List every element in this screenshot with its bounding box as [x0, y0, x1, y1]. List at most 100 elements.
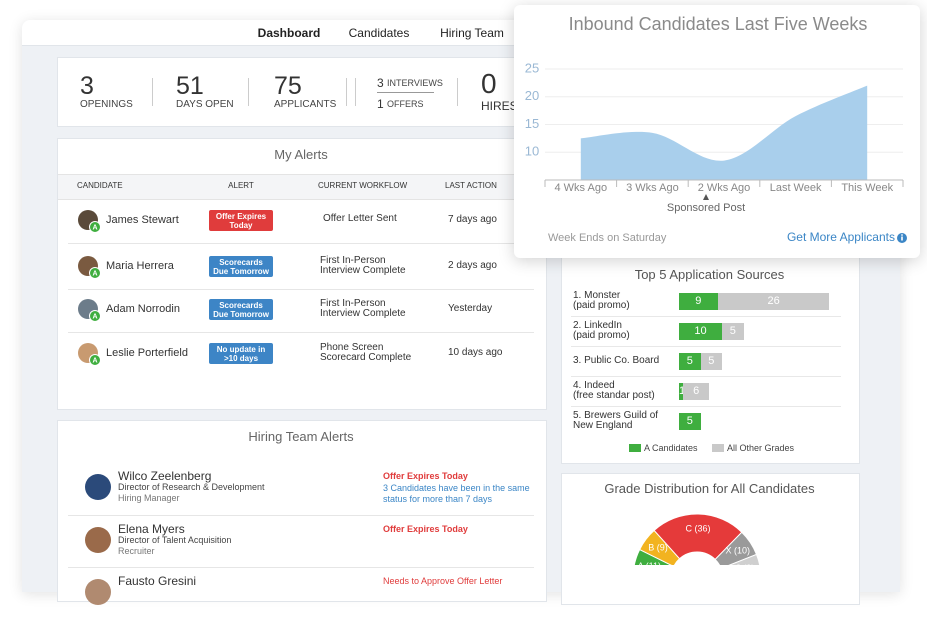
avatar	[85, 474, 111, 500]
hiring-team-card	[57, 420, 547, 602]
column-header: CANDIDATE	[77, 181, 123, 190]
stat-divider	[457, 78, 458, 106]
candidate-name[interactable]: Leslie Porterfield	[106, 347, 188, 359]
bar-segment: 5	[700, 353, 722, 370]
stat-value: 3	[80, 72, 94, 100]
candidate-name[interactable]: Adam Norrodin	[106, 303, 180, 315]
column-header: CURRENT WORKFLOW	[318, 181, 408, 190]
y-tick-label: 25	[525, 60, 539, 75]
y-tick-label: 10	[525, 144, 539, 159]
team-alert: Offer Expires Today	[383, 471, 468, 481]
link[interactable]: Get More Applicants	[787, 230, 895, 244]
member-name[interactable]: Wilco Zeelenberg	[118, 469, 212, 483]
candidate-name[interactable]: Maria Herrera	[106, 260, 174, 272]
last-action: 10 days ago	[448, 347, 503, 358]
bar-segment: 10	[679, 323, 722, 340]
nav-item[interactable]: Dashboard	[257, 26, 321, 40]
avatar-photo	[85, 474, 111, 500]
row-divider	[571, 406, 841, 407]
row-divider	[68, 515, 534, 516]
avatar: A	[78, 210, 101, 233]
card-title: Grade Distribution for All Candidates	[604, 481, 815, 496]
grade-text: A	[92, 270, 97, 277]
info-icon-glyph	[901, 234, 903, 236]
card-title: Top 5 Application Sources	[634, 267, 785, 282]
hires-label: HIRES	[481, 99, 518, 113]
source-label: 3. Public Co. Board	[573, 355, 660, 366]
stat-label: APPLICANTS	[274, 99, 337, 110]
card-title: My Alerts	[274, 147, 328, 162]
avatar	[85, 527, 111, 553]
legend-label: A Candidates	[644, 443, 698, 453]
grade-badge	[89, 267, 101, 279]
member-name[interactable]: Elena Myers	[118, 522, 185, 536]
alert-badge: Scorecards Due Tomorrow	[209, 299, 273, 320]
row-divider	[68, 332, 534, 333]
segment-label: C (36)	[686, 523, 711, 533]
grade-text: A	[92, 357, 97, 364]
segment-label: X (10)	[726, 545, 751, 555]
info-icon-glyph	[901, 236, 903, 241]
grade-badge	[89, 310, 101, 322]
footnote: Week Ends on Saturday	[548, 232, 667, 244]
last-action: 7 days ago	[448, 214, 497, 225]
last-action: 2 days ago	[448, 260, 497, 271]
x-tick-label: This Week	[841, 182, 893, 194]
grade-badge	[89, 354, 101, 366]
legend-swatch	[712, 444, 724, 452]
nav-item[interactable]: Hiring Team	[440, 26, 504, 40]
bar-segment: 6	[683, 383, 710, 400]
row-divider	[571, 346, 841, 347]
row-divider	[68, 243, 534, 244]
bar-segment: 5	[679, 413, 701, 430]
table-header	[58, 174, 545, 200]
pipeline-value: 3	[377, 76, 384, 90]
legend-swatch	[629, 444, 641, 452]
x-tick-label: 3 Wks Ago	[626, 182, 679, 194]
team-alert: Needs to Approve Offer Letter	[383, 576, 503, 586]
column-header: ALERT	[228, 181, 254, 190]
row-divider	[68, 289, 534, 290]
pipeline-divider	[377, 92, 434, 93]
legend-label: All Other Grades	[727, 443, 795, 453]
member-role: Recruiter	[118, 546, 155, 556]
stat-value: 75	[274, 72, 302, 100]
avatar: A	[78, 256, 101, 279]
workflow: First In-Person Interview Complete	[320, 255, 406, 276]
last-action: Yesterday	[448, 303, 493, 314]
alert-badge: Offer Expires Today	[209, 210, 273, 231]
row-divider	[571, 376, 841, 377]
stat-divider	[355, 78, 356, 106]
pipeline-label: INTERVIEWS	[387, 78, 443, 88]
workflow: Phone Screen Scorecard Complete	[320, 342, 412, 363]
avatar: A	[78, 343, 101, 366]
grade-text: A	[92, 313, 97, 320]
bar-segment: 1	[679, 383, 685, 400]
source-label: 4. Indeed (free standar post)	[573, 380, 655, 401]
stat-divider	[152, 78, 153, 106]
x-tick-label: Last Week	[770, 182, 822, 194]
column-header: LAST ACTION	[445, 181, 497, 190]
member-role: Hiring Manager	[118, 493, 180, 503]
bar-segment: 5	[722, 323, 744, 340]
source-label: 2. LinkedIn (paid promo)	[573, 320, 630, 341]
pipeline-value: 1	[377, 97, 384, 111]
stat-divider	[346, 78, 347, 106]
bar-segment: 5	[679, 353, 701, 370]
member-name[interactable]: Fausto Gresini	[118, 574, 197, 588]
card-title: Hiring Team Alerts	[248, 429, 354, 444]
team-alert: Offer Expires Today	[383, 524, 468, 534]
source-label: 5. Brewers Guild of New England	[573, 410, 659, 431]
row-divider	[571, 316, 841, 317]
segment-label: B (9)	[648, 543, 668, 553]
bar-segment: 26	[717, 293, 830, 310]
chart-title: Inbound Candidates Last Five Weeks	[569, 14, 868, 34]
source-label: 1. Monster (paid promo)	[573, 290, 630, 311]
candidate-name[interactable]: James Stewart	[106, 214, 179, 226]
nav-item[interactable]: Candidates	[348, 26, 410, 40]
hires-value: 0	[481, 68, 497, 99]
donut-segment	[654, 514, 742, 559]
popover: Inbound Candidates Last Five Weeks 10 15 20…	[514, 5, 920, 258]
annotation: Sponsored Post	[667, 202, 745, 214]
